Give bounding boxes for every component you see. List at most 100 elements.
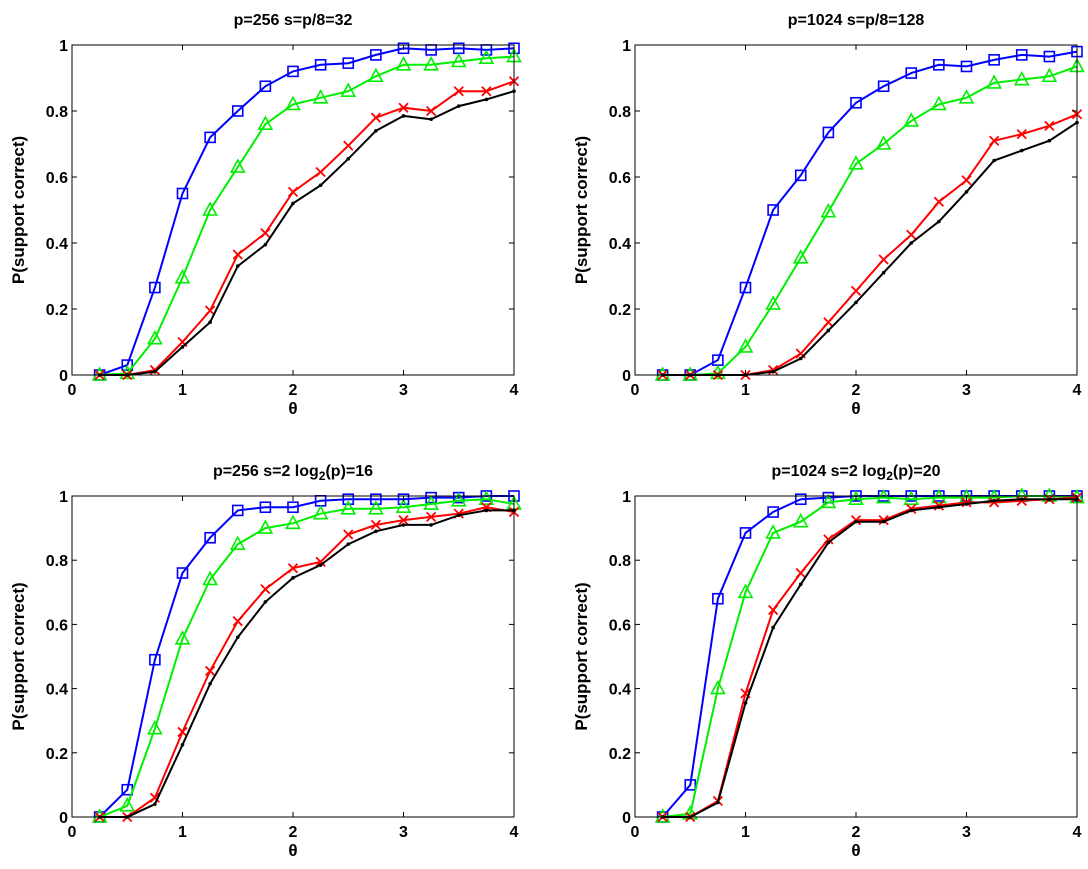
data-point xyxy=(937,505,941,510)
data-point xyxy=(180,345,185,349)
data-point xyxy=(878,254,889,265)
data-point xyxy=(848,155,864,170)
data-point xyxy=(881,519,886,524)
data-point xyxy=(905,67,918,79)
y-axis-label: P(support correct) xyxy=(572,136,591,284)
data-point xyxy=(848,490,864,506)
data-point xyxy=(202,570,218,586)
data-point xyxy=(174,630,191,645)
data-point xyxy=(481,86,492,97)
data-point xyxy=(964,502,969,506)
x-tick-label: 1 xyxy=(178,824,187,841)
x-tick-label: 3 xyxy=(962,382,971,399)
data-point xyxy=(798,356,803,361)
data-point xyxy=(340,500,357,515)
y-tick-label: 0.2 xyxy=(609,746,631,763)
data-point xyxy=(933,196,945,207)
data-point xyxy=(287,563,299,574)
chart-title: p=1024 s=2 log2(p)=20 xyxy=(772,463,941,483)
x-axis-label: θ xyxy=(851,841,860,860)
y-tick-label: 0 xyxy=(622,368,631,385)
data-point xyxy=(478,490,495,506)
x-axis-label: θ xyxy=(288,841,297,860)
data-point xyxy=(795,567,806,579)
data-point xyxy=(992,499,996,503)
data-point xyxy=(456,513,461,518)
data-point xyxy=(204,131,216,144)
data-point xyxy=(398,514,409,526)
data-point xyxy=(149,792,161,803)
series-line-0 xyxy=(662,50,1078,376)
plot-frame xyxy=(71,495,515,818)
data-point xyxy=(149,281,161,294)
data-point xyxy=(370,112,382,123)
title-part: p=1024 s=p/8=128 xyxy=(788,12,925,29)
data-point xyxy=(401,114,406,118)
x-tick-label: 2 xyxy=(289,824,298,841)
data-point xyxy=(176,187,189,200)
data-point xyxy=(909,508,914,513)
y-tick-label: 0.6 xyxy=(46,170,68,187)
data-point xyxy=(204,665,216,677)
data-point xyxy=(291,201,295,206)
data-point xyxy=(318,183,323,188)
data-point xyxy=(820,202,837,218)
series-line-0 xyxy=(98,495,514,818)
data-point xyxy=(484,97,489,102)
data-point xyxy=(794,169,807,182)
x-axis-label: θ xyxy=(851,399,860,418)
series-line-2 xyxy=(99,506,515,818)
data-point xyxy=(235,635,240,640)
data-point xyxy=(992,158,996,163)
data-point xyxy=(315,166,326,178)
data-point xyxy=(208,681,212,686)
title-part: (p)=20 xyxy=(893,463,941,480)
data-point xyxy=(881,270,886,275)
data-point xyxy=(423,56,439,71)
data-point xyxy=(291,576,295,580)
data-point xyxy=(854,519,858,524)
title-part: p=256 s=2 log xyxy=(213,463,319,480)
data-point xyxy=(149,653,161,666)
data-point xyxy=(988,135,1000,146)
x-tick-label: 3 xyxy=(962,824,971,841)
data-point xyxy=(342,493,355,506)
data-point xyxy=(397,493,410,506)
data-point xyxy=(423,495,439,510)
data-point xyxy=(767,604,779,616)
subplot-1: p=256 s=p/8=32 0 1 2 3 4 0 0.2 0.4 0.6 0.8 1 θ P(supp… xyxy=(9,12,522,418)
data-point xyxy=(877,80,890,93)
y-tick-label: 0.6 xyxy=(46,617,68,634)
data-point xyxy=(260,583,271,595)
data-point xyxy=(342,57,355,69)
data-point xyxy=(1044,120,1055,131)
y-tick-label: 0.2 xyxy=(46,302,68,319)
data-point xyxy=(259,80,272,93)
title-part: p=256 s=p/8=32 xyxy=(234,12,353,29)
data-point xyxy=(346,157,351,161)
data-point xyxy=(235,264,240,268)
data-point xyxy=(368,500,384,515)
data-point xyxy=(767,204,779,216)
x-tick-label: 4 xyxy=(510,824,519,841)
x-tick-label: 0 xyxy=(68,824,77,841)
data-point xyxy=(263,242,268,247)
data-point xyxy=(397,42,410,55)
data-point xyxy=(1047,138,1052,143)
data-point xyxy=(478,49,495,65)
data-point xyxy=(285,514,301,530)
data-point xyxy=(263,600,268,604)
series-line-3 xyxy=(99,90,515,376)
data-point xyxy=(960,60,973,73)
data-point xyxy=(346,542,351,546)
series-line-2 xyxy=(662,496,1078,818)
data-point xyxy=(716,800,720,805)
data-point xyxy=(287,501,299,514)
data-point xyxy=(174,268,191,284)
data-point xyxy=(712,592,724,605)
data-point xyxy=(229,535,246,550)
data-point xyxy=(906,229,917,240)
y-tick-label: 0.4 xyxy=(46,682,68,699)
data-point xyxy=(285,95,301,111)
data-point xyxy=(794,493,807,506)
